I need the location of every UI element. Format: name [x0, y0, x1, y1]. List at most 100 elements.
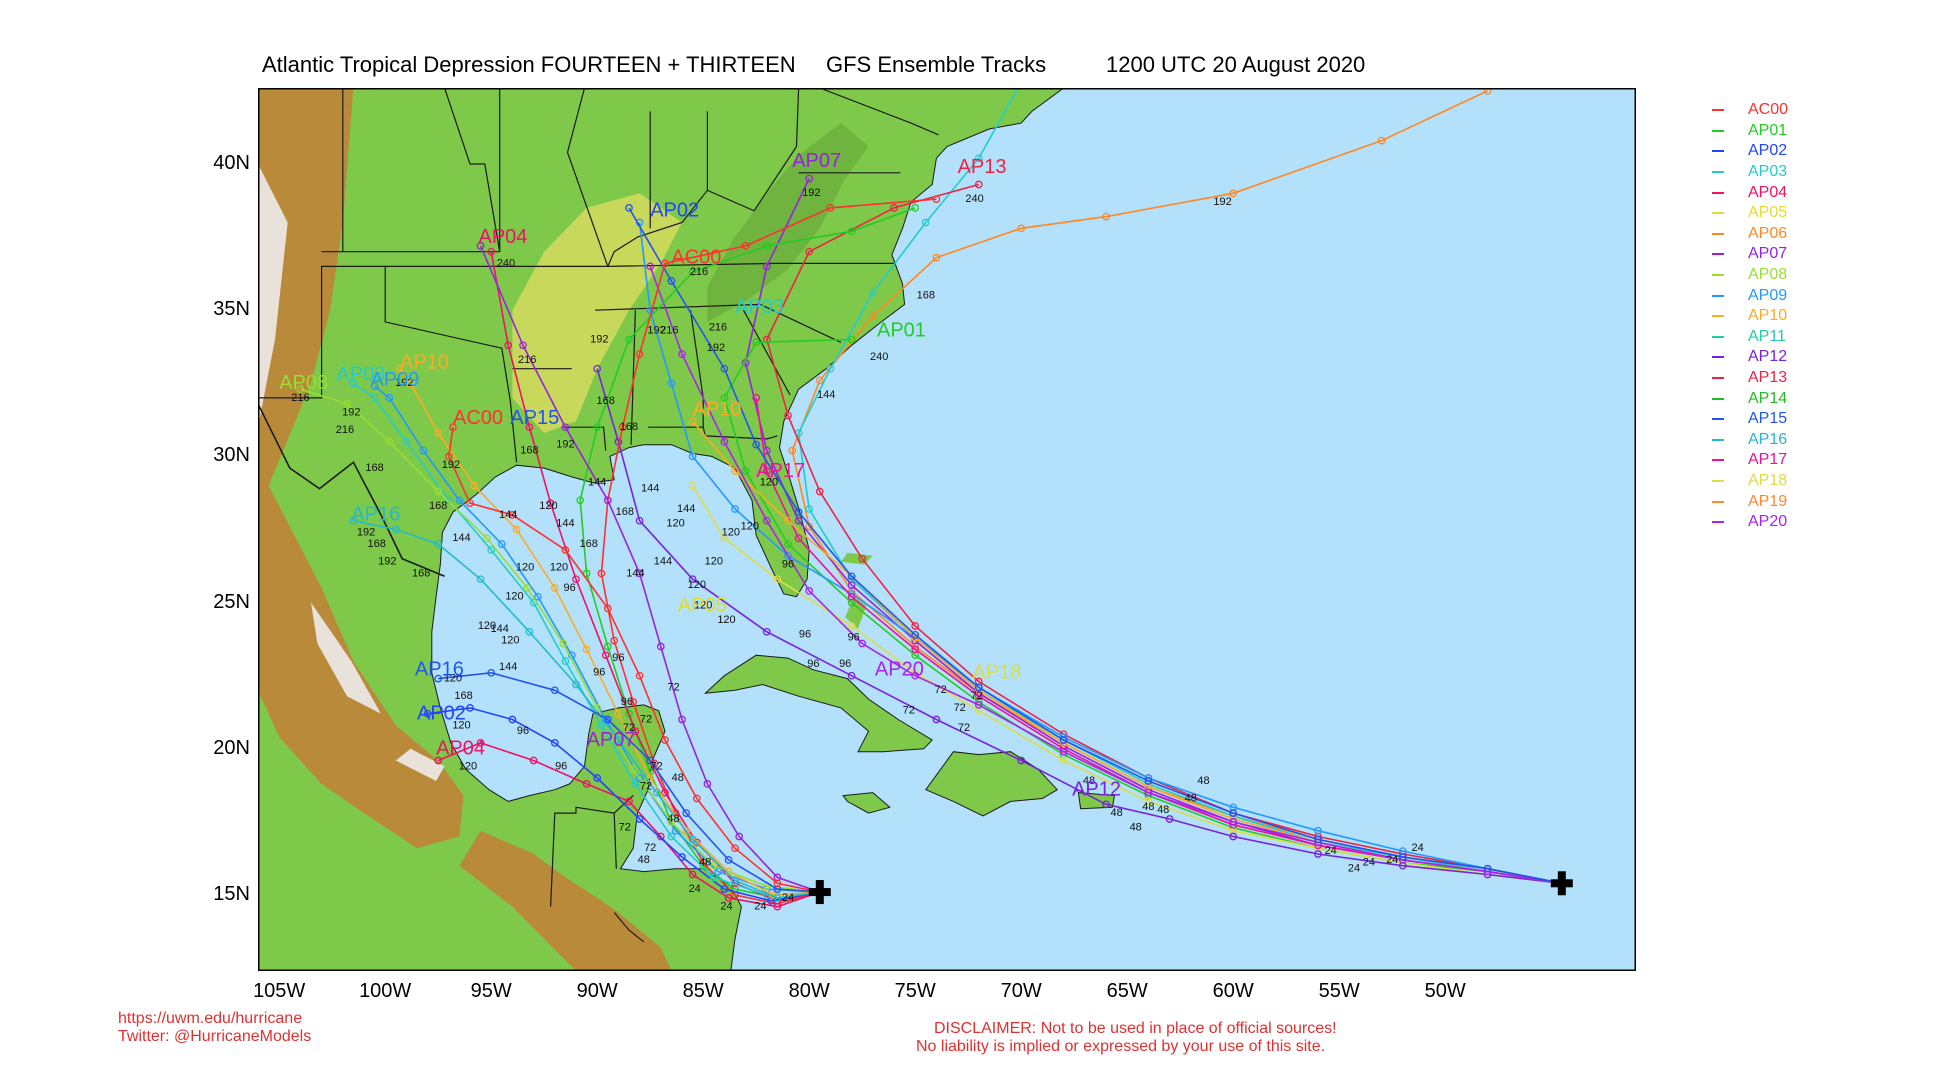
forecast-hour-label: 168 [597, 395, 615, 407]
forecast-hour-label: 144 [499, 661, 517, 673]
track-point [773, 879, 782, 888]
legend-label: AP20 [1748, 513, 1788, 531]
lon-tick-label: 95W [470, 980, 512, 1002]
legend-line-swatch [1712, 129, 1724, 132]
forecast-hour-label: 192 [357, 526, 375, 538]
lon-tick-label: 85W [682, 980, 724, 1002]
track-point [444, 496, 453, 505]
track-point [370, 382, 379, 391]
member-label: AP16 [351, 504, 400, 526]
track-point [610, 636, 619, 645]
legend-label: AP11 [1748, 327, 1786, 345]
forecast-hour-label: 48 [1083, 775, 1095, 787]
track-point [529, 756, 538, 765]
forecast-hour-label: 96 [807, 658, 819, 670]
member-label: AP10 [693, 399, 742, 421]
track-point [847, 335, 856, 344]
track-point [434, 756, 443, 765]
footer-url[interactable]: https://uwm.edu/hurricane [118, 1010, 303, 1027]
forecast-hour-label: 120 [452, 719, 470, 731]
track-point [805, 522, 814, 531]
volcanic-peak [395, 748, 445, 781]
legend-line-swatch [1712, 150, 1724, 153]
legend-item: AP01 [1712, 121, 1788, 142]
track-point [476, 242, 485, 250]
forecast-hour-label: 168 [365, 462, 383, 474]
legend-line-swatch [1712, 438, 1724, 441]
forecast-hour-label: 144 [626, 567, 644, 579]
border-al-ga [648, 310, 704, 428]
forecast-hour-label: 24 [689, 883, 701, 895]
forecast-hour-label: 48 [1142, 801, 1154, 813]
track-point [703, 780, 712, 788]
track-point [720, 885, 729, 893]
forecast-hour-label: 96 [555, 760, 567, 772]
track-line [353, 519, 820, 899]
forecast-hour-label: 48 [1197, 775, 1209, 787]
forecast-hour-label: 120 [666, 518, 684, 530]
track-point [512, 525, 521, 534]
track-point [593, 423, 602, 432]
legend-label: AC00 [1748, 101, 1789, 119]
track-point [847, 572, 856, 581]
lat-tick-label: 35N [213, 298, 250, 321]
track-point [735, 832, 744, 841]
legend-item: AP09 [1712, 285, 1788, 306]
track-point [635, 671, 644, 680]
forecast-hour-label: 168 [454, 690, 472, 702]
forecast-hour-label: 72 [903, 705, 915, 717]
member-label: AP08 [279, 372, 328, 394]
legend-line-swatch [1712, 521, 1724, 524]
legend-line-swatch [1712, 315, 1724, 318]
track-point [752, 440, 761, 449]
member-label: AP17 [756, 460, 805, 482]
western-highlands [258, 88, 464, 849]
map-panel: 2162401921921682401442402161921922162162… [258, 88, 1636, 971]
forecast-hour-label: 120 [539, 500, 557, 512]
forecast-hour-label: 168 [620, 421, 638, 433]
track-point [911, 630, 920, 639]
title-left: Atlantic Tropical Depression FOURTEEN + … [262, 52, 796, 77]
member-label: AP04 [436, 738, 485, 760]
legend-line-swatch [1712, 335, 1724, 338]
legend-label: AP01 [1748, 121, 1788, 139]
border-ga-sc [742, 309, 791, 396]
track-point [688, 452, 697, 461]
track-line [596, 368, 1562, 885]
track-point [731, 505, 739, 513]
forecast-hour-label: 192 [1213, 196, 1231, 208]
track-point [635, 815, 644, 823]
track-point [476, 739, 485, 747]
forecast-hour-label: 72 [958, 722, 970, 734]
track-point [847, 592, 856, 601]
forecast-hour-label: 72 [623, 722, 635, 734]
track-point [652, 788, 661, 797]
track-point [667, 277, 676, 285]
track-point [625, 204, 633, 212]
forecast-hour-label: 216 [660, 325, 678, 337]
track-point [731, 844, 739, 853]
track-point [752, 394, 761, 402]
track-point [487, 668, 496, 677]
legend-label: AP05 [1748, 204, 1788, 222]
track-point [709, 861, 718, 870]
track-point [625, 797, 633, 806]
track-point [678, 853, 686, 861]
legend-label: AP04 [1748, 183, 1788, 201]
track-point [1229, 818, 1238, 826]
forecast-hour-label: 120 [516, 561, 534, 573]
track-point [784, 411, 792, 420]
forecast-hour-label: 216 [518, 354, 536, 366]
track-point [1314, 826, 1322, 835]
legend-item: AP13 [1712, 368, 1788, 389]
track-point [724, 856, 733, 864]
track-point [847, 581, 856, 589]
track-point [974, 180, 983, 189]
cuba [703, 654, 933, 753]
track-point [1059, 756, 1068, 765]
footer-twitter[interactable]: Twitter: @HurricaneModels [118, 1028, 312, 1045]
interior-lowlands [512, 193, 682, 433]
track-point [646, 774, 655, 782]
track-point [1144, 777, 1153, 785]
track-line [437, 742, 821, 908]
